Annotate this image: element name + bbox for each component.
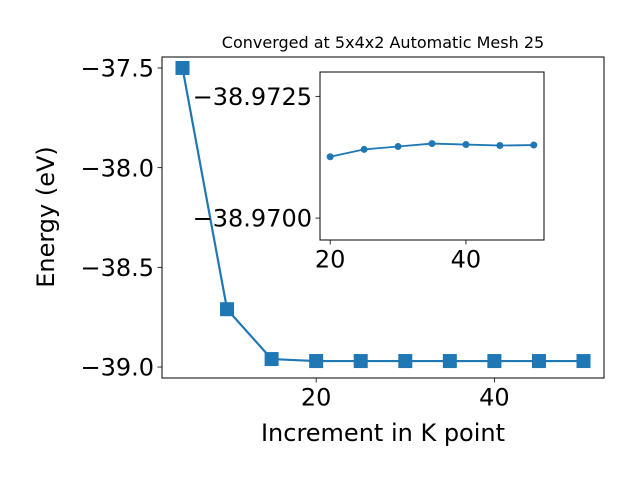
main-series-line [181, 67, 584, 363]
inset-data-point [496, 142, 504, 150]
inset-data-point [326, 153, 334, 161]
main-data-point [398, 354, 413, 369]
inset-data-point [530, 141, 538, 149]
main-data-point [264, 352, 279, 367]
main-y-tick-label: −39.0 [80, 354, 154, 382]
inset-x-tick-label: 20 [315, 245, 346, 273]
main-data-point [175, 60, 190, 75]
inset-data-point [462, 141, 470, 149]
main-x-tick-label: 40 [479, 383, 510, 411]
inset-data-point [360, 145, 368, 153]
inset-plot: 20 40 −38.9725 −38.9700 [193, 71, 545, 273]
inset-y-tick-label: −38.9700 [193, 205, 312, 233]
main-data-point [487, 354, 502, 369]
main-y-tick-label: −37.5 [80, 55, 154, 83]
main-data-point [309, 354, 324, 369]
inset-data-point [394, 143, 402, 151]
inset-axes-frame [319, 71, 545, 241]
main-y-tick-label: −38.0 [80, 154, 154, 182]
main-x-tick-label: 20 [301, 383, 332, 411]
main-y-tick-label: −38.5 [80, 254, 154, 282]
main-data-point [220, 302, 235, 317]
inset-data-point [428, 140, 436, 148]
x-axis-label: Increment in K point [261, 419, 505, 447]
main-data-point [576, 354, 591, 369]
main-data-point [442, 354, 457, 369]
chart-title: Converged at 5x4x2 Automatic Mesh 25 [222, 33, 544, 52]
inset-x-tick-label: 40 [451, 245, 482, 273]
main-data-point [531, 354, 546, 369]
inset-y-tick-label: −38.9725 [193, 83, 312, 111]
main-data-point [353, 354, 368, 369]
y-axis-label: Energy (eV) [32, 146, 60, 288]
